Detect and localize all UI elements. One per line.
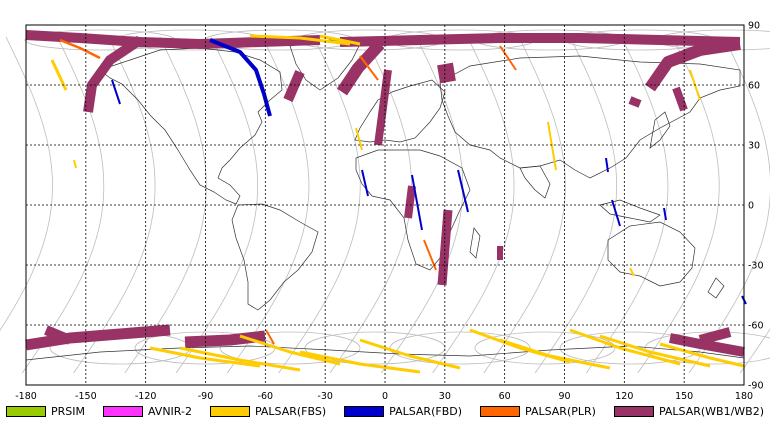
swath-palsar-fbs — [50, 59, 68, 91]
x-tick-label: -90 — [198, 391, 214, 402]
map-border — [25, 24, 745, 386]
swath-palsar-fbs — [629, 267, 635, 277]
y-tick-label-right: 30 — [748, 141, 760, 152]
swath-palsar-fbs — [355, 127, 363, 151]
swath-palsar-plr — [499, 45, 517, 71]
swath-palsar-plr — [59, 38, 101, 60]
swath-palsar-wb — [669, 333, 745, 357]
swath-palsar-fbd — [605, 157, 609, 173]
swath-palsar-wb — [437, 209, 453, 286]
x-tick-label: -150 — [75, 391, 97, 402]
x-tick-label: 30 — [439, 391, 451, 402]
legend-label: PALSAR(FBS) — [254, 404, 327, 418]
orbit-track — [483, 36, 566, 374]
swath-palsar-fbd — [411, 174, 423, 231]
legend-label: PALSAR(FBD) — [389, 404, 463, 418]
swath-palsar-wb — [44, 325, 72, 345]
legend-item-avnir2: AVNIR-2 — [102, 404, 192, 418]
y-tick-label-right: -60 — [748, 321, 764, 332]
legend-item-palsar-plr: PALSAR(PLR) — [480, 405, 596, 418]
swath-palsar-wb — [25, 324, 171, 351]
orbit-track — [304, 331, 446, 365]
swath-palsar-fbs — [659, 342, 745, 368]
y-tick-label-right: 0 — [748, 201, 754, 212]
swath-palsar-fbd — [457, 169, 469, 213]
swath-palsar-fbs — [547, 121, 557, 171]
x-tick-label: -180 — [15, 391, 37, 402]
swath-palsar-fbs — [239, 334, 341, 366]
orbit-track — [474, 331, 616, 365]
swath-palsar-wb — [645, 38, 741, 92]
y-tick-label-right: -30 — [748, 261, 764, 272]
swath-palsar-wb — [672, 86, 688, 112]
coverage-swaths — [25, 30, 747, 374]
orbit-track — [219, 331, 361, 365]
swath-palsar-fbs — [359, 338, 461, 370]
swath-palsar-wb — [628, 96, 642, 108]
x-tick-label: 90 — [558, 391, 570, 402]
swath-palsar-wb — [25, 30, 321, 49]
legend-label: PALSAR(PLR) — [525, 404, 596, 418]
y-tick-label-right: 90 — [748, 21, 760, 32]
legend-item-palsar-wb: PALSAR(WB1/WB2) — [613, 404, 765, 418]
legend-swatch — [5, 405, 46, 417]
legend-swatch — [102, 405, 143, 417]
swath-palsar-fbs — [599, 334, 711, 368]
x-tick-label: 60 — [499, 391, 511, 402]
legend-swatch — [613, 405, 654, 417]
legend-item-palsar-fbs: PALSAR(FBS) — [209, 404, 327, 418]
legend-label: PALSAR(WB1/WB2) — [658, 404, 765, 418]
legend-item-prsim: PRSIM — [5, 404, 85, 418]
x-tick-label: 120 — [615, 391, 633, 402]
swath-palsar-fbd — [361, 169, 369, 197]
swath-palsar-plr — [423, 239, 437, 271]
swath-palsar-wb — [698, 327, 732, 345]
legend-label: AVNIR-2 — [147, 404, 192, 418]
swath-palsar-wb — [437, 62, 456, 84]
swath-palsar-plr — [265, 329, 275, 345]
orbit-track — [380, 36, 464, 374]
legend-item-palsar-fbd: PALSAR(FBD) — [344, 405, 462, 418]
swath-palsar-wb — [83, 35, 143, 113]
swath-palsar-fbs — [499, 338, 611, 370]
x-tick-label: 0 — [382, 391, 388, 402]
orbit-track — [389, 331, 531, 365]
x-tick-label: 180 — [735, 391, 753, 402]
swath-palsar-fbd — [611, 199, 621, 227]
swath-palsar-wb — [404, 185, 416, 219]
longitude-tick-labels: -180 -150 -120 -90 -60 -30 0 30 60 90 120 150 180 — [15, 391, 753, 402]
latitude-tick-labels: 90 60 30 0 -30 -60 -90 — [748, 21, 764, 392]
swath-palsar-fbs — [179, 346, 301, 372]
y-tick-label-right: 60 — [748, 81, 760, 92]
swath-palsar-wb — [337, 39, 385, 96]
legend-swatch — [344, 405, 385, 417]
x-tick-label: -30 — [317, 391, 333, 402]
swath-palsar-fbd — [209, 38, 272, 117]
legend-swatch — [480, 405, 521, 417]
graticule — [26, 25, 744, 385]
swath-palsar-fbs — [299, 350, 421, 374]
swath-palsar-fbs — [149, 346, 261, 368]
swath-palsar-plr — [359, 55, 379, 81]
swath-palsar-wb — [374, 69, 392, 146]
swath-palsar-fbs — [569, 328, 681, 366]
swath-palsar-fbd — [663, 207, 667, 221]
legend: PRSIM AVNIR-2 PALSAR(FBS) PALSAR(FBD) PA… — [0, 400, 770, 422]
orbit-track — [175, 36, 258, 374]
x-tick-label: 150 — [675, 391, 693, 402]
swath-palsar-wb — [339, 33, 741, 47]
swath-palsar-fbs — [249, 34, 351, 46]
swath-palsar-fbs — [73, 159, 77, 169]
swath-palsar-wb — [184, 330, 266, 348]
legend-swatch — [209, 405, 250, 417]
legend-label: PRSIM — [50, 404, 85, 418]
y-tick-label-right: -90 — [748, 381, 764, 392]
swath-palsar-fbs — [319, 34, 361, 46]
swath-palsar-fbd — [111, 79, 121, 105]
orbit-track — [432, 36, 515, 374]
swath-palsar-wb — [283, 70, 305, 102]
x-tick-label: -120 — [135, 391, 157, 402]
x-tick-label: -60 — [258, 391, 274, 402]
